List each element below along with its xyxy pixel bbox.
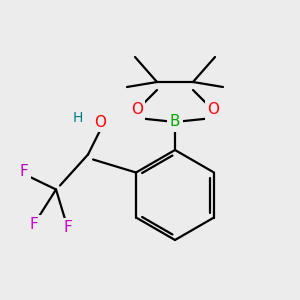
- Text: F: F: [20, 164, 28, 179]
- Text: O: O: [207, 103, 219, 118]
- Text: F: F: [64, 220, 72, 235]
- Text: H: H: [73, 112, 83, 125]
- Text: O: O: [94, 115, 106, 130]
- Text: O: O: [131, 103, 143, 118]
- Text: B: B: [170, 115, 180, 130]
- Text: F: F: [30, 217, 38, 232]
